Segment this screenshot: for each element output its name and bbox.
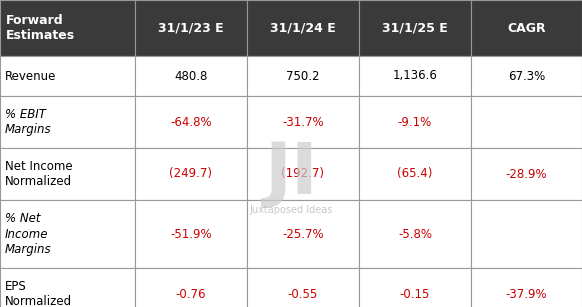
Text: (249.7): (249.7) [169, 168, 212, 181]
Text: -5.8%: -5.8% [398, 227, 432, 240]
Bar [135, 96, 247, 148]
Bar [247, 96, 359, 148]
Text: -0.76: -0.76 [176, 287, 206, 301]
Text: % EBIT
Margins: % EBIT Margins [5, 108, 52, 136]
Text: EPS
Normalized: EPS Normalized [5, 280, 72, 307]
Text: -0.55: -0.55 [288, 287, 318, 301]
Text: CAGR: CAGR [507, 21, 546, 34]
Bar [0, 0, 135, 56]
Bar [0, 268, 135, 307]
Text: -37.9%: -37.9% [506, 287, 547, 301]
Text: -51.9%: -51.9% [170, 227, 212, 240]
Text: 31/1/24 E: 31/1/24 E [270, 21, 336, 34]
Text: (65.4): (65.4) [398, 168, 432, 181]
Bar [0, 148, 135, 200]
Text: 750.2: 750.2 [286, 69, 320, 83]
Text: Revenue: Revenue [5, 69, 56, 83]
Text: -9.1%: -9.1% [398, 115, 432, 129]
Text: -64.8%: -64.8% [170, 115, 212, 129]
Text: 67.3%: 67.3% [508, 69, 545, 83]
Bar [247, 148, 359, 200]
Bar [0, 56, 135, 96]
Text: Juxtaposed Ideas: Juxtaposed Ideas [249, 205, 333, 215]
Bar [135, 148, 247, 200]
Text: JI: JI [264, 139, 318, 208]
Bar [247, 56, 359, 96]
Bar [359, 268, 471, 307]
Bar [135, 200, 247, 268]
Text: -25.7%: -25.7% [282, 227, 324, 240]
Bar [0, 200, 135, 268]
Bar [471, 96, 582, 148]
Bar [359, 200, 471, 268]
Bar [471, 56, 582, 96]
Text: (192.7): (192.7) [282, 168, 325, 181]
Bar [135, 268, 247, 307]
Text: Net Income
Normalized: Net Income Normalized [5, 160, 73, 188]
Bar [247, 268, 359, 307]
Bar [471, 268, 582, 307]
Text: 480.8: 480.8 [175, 69, 208, 83]
Bar [135, 56, 247, 96]
Bar [359, 56, 471, 96]
Bar [359, 148, 471, 200]
Bar [0, 96, 135, 148]
Text: 31/1/23 E: 31/1/23 E [158, 21, 224, 34]
Bar [471, 0, 582, 56]
Bar [471, 200, 582, 268]
Bar [471, 148, 582, 200]
Bar [247, 200, 359, 268]
Bar [247, 0, 359, 56]
Bar [135, 0, 247, 56]
Bar [359, 96, 471, 148]
Text: -0.15: -0.15 [400, 287, 430, 301]
Text: Forward
Estimates: Forward Estimates [6, 14, 75, 42]
Text: -31.7%: -31.7% [282, 115, 324, 129]
Text: -28.9%: -28.9% [506, 168, 547, 181]
Text: % Net
Income
Margins: % Net Income Margins [5, 212, 52, 255]
Text: 1,136.6: 1,136.6 [393, 69, 438, 83]
Text: 31/1/25 E: 31/1/25 E [382, 21, 448, 34]
Bar [359, 0, 471, 56]
